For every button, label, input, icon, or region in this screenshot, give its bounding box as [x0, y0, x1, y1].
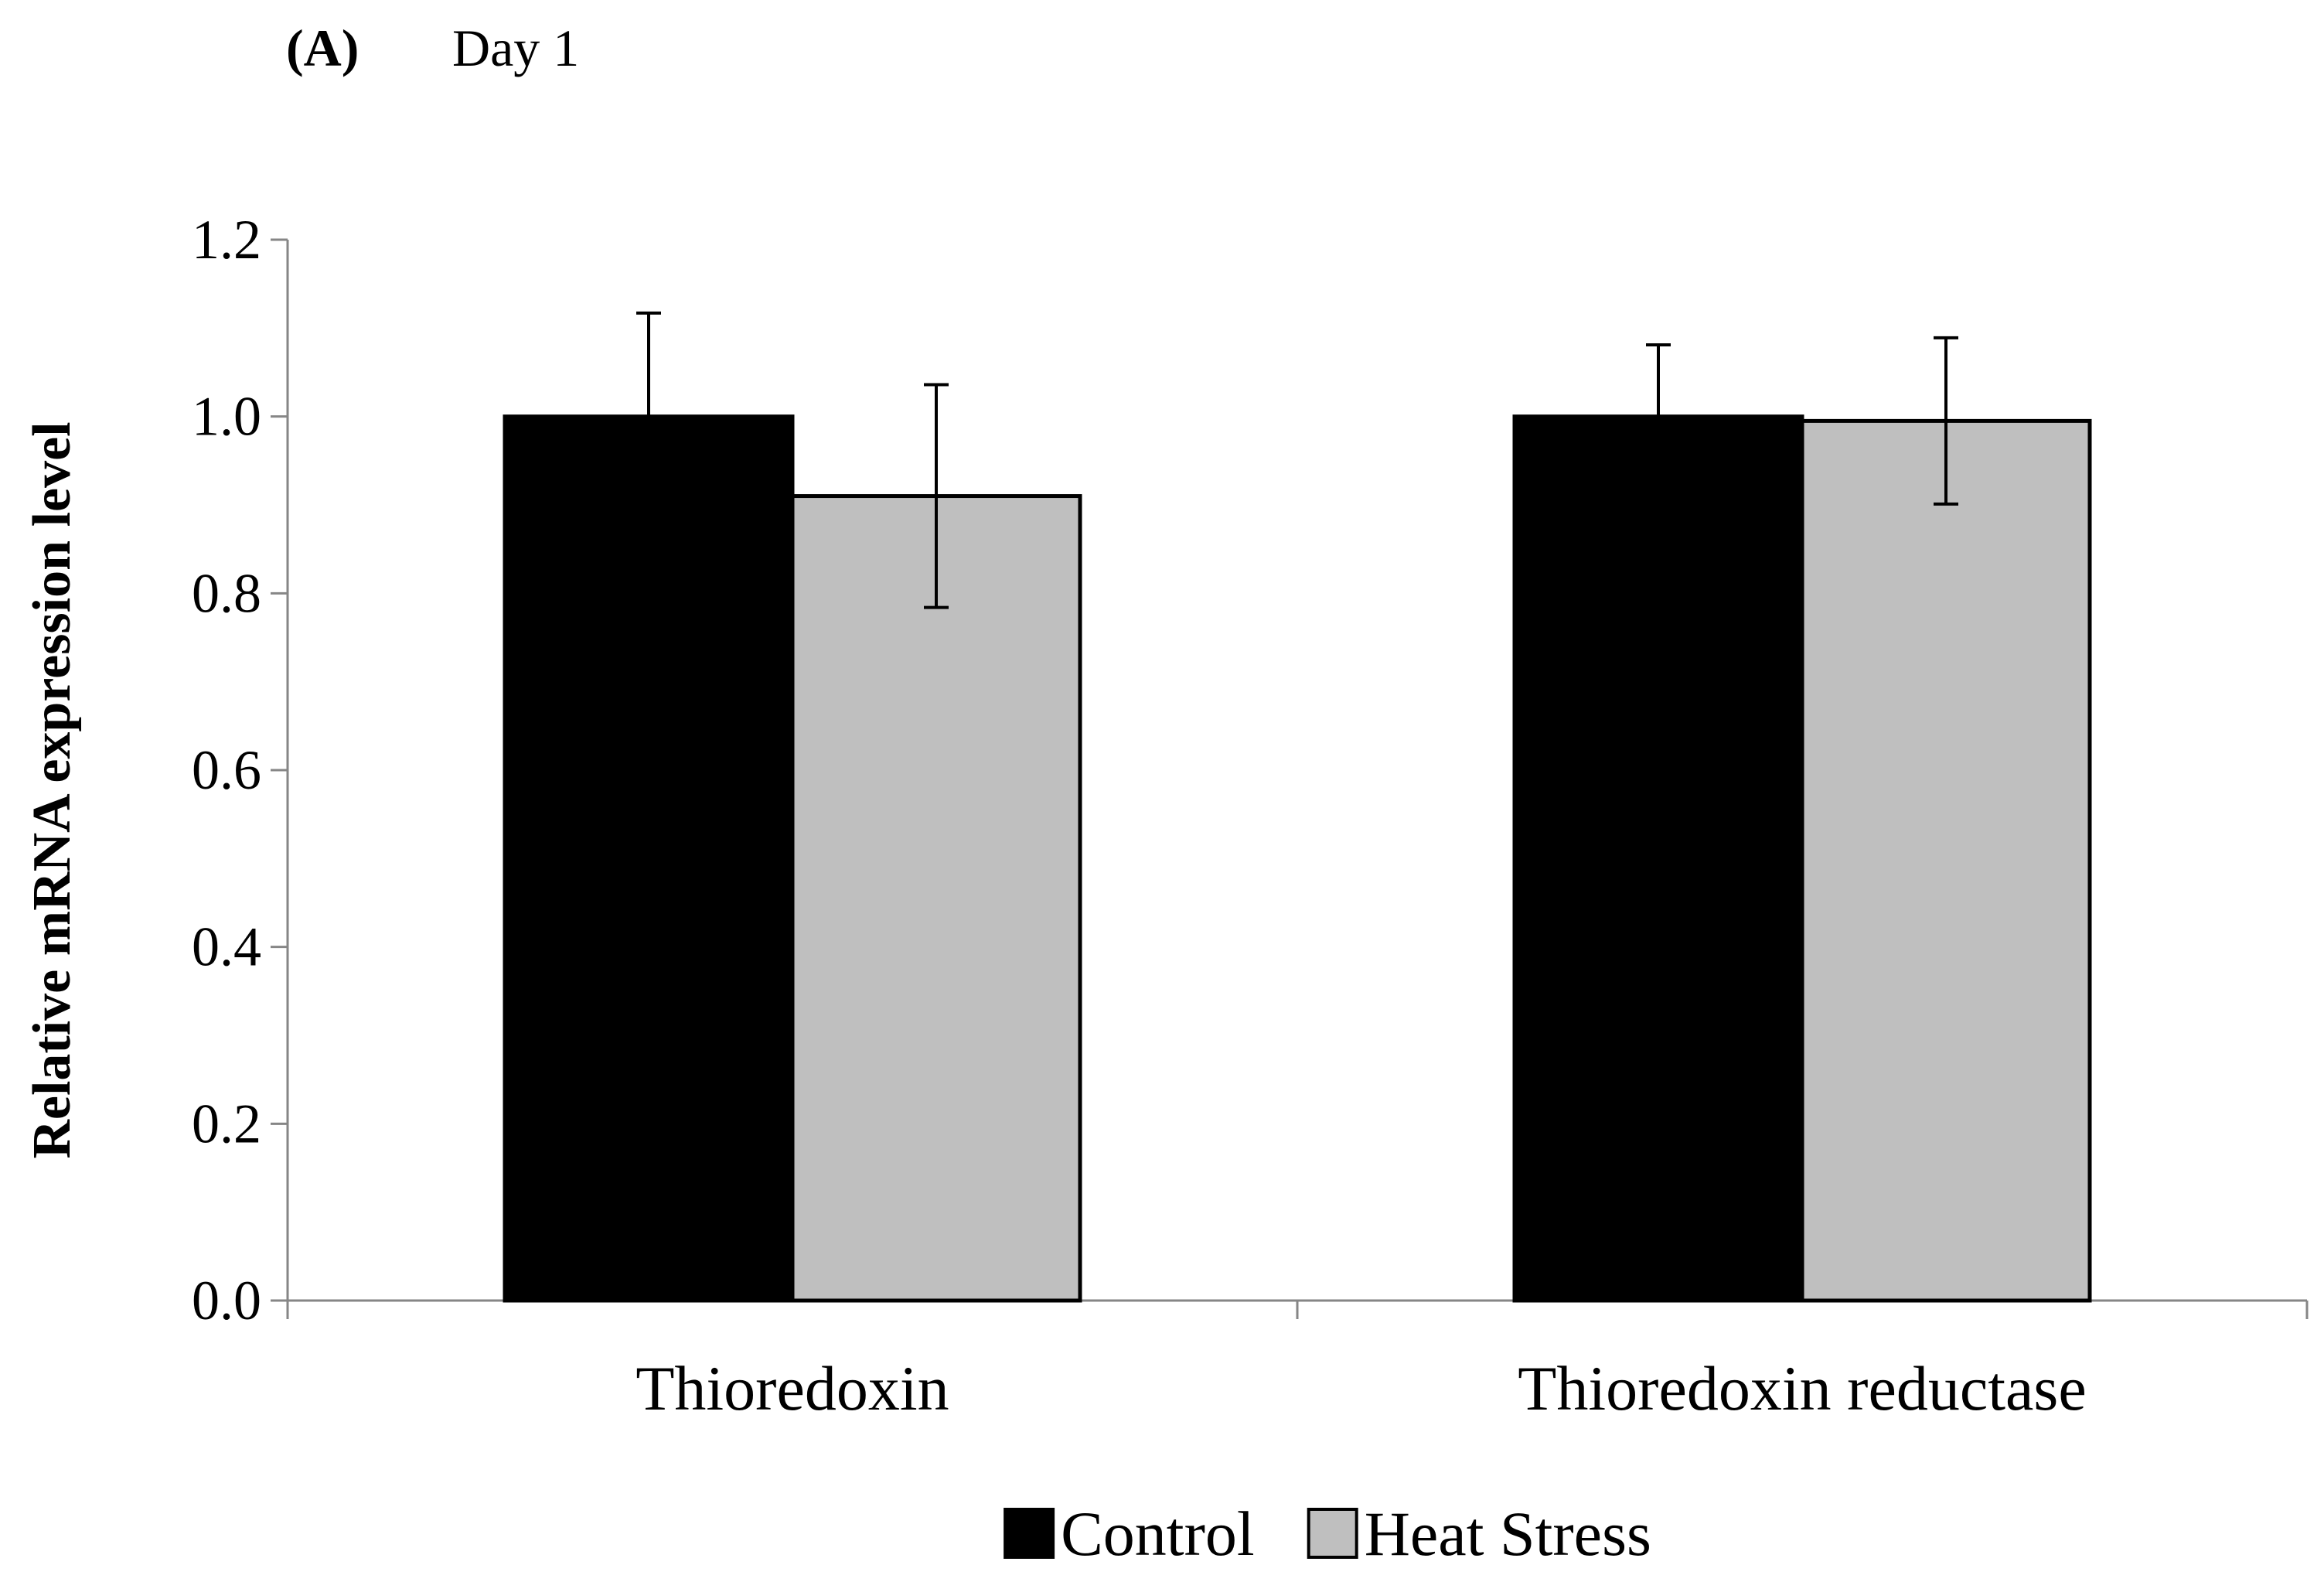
bar-heat-stress-1 — [1800, 418, 2092, 1303]
error-bar — [636, 311, 661, 522]
axes: 0.0 0.2 0.4 0.6 0.8 1.0 1.2 — [192, 209, 2309, 1331]
error-bar — [1646, 343, 1671, 490]
y-tick-label: 0.4 — [192, 916, 261, 978]
y-tick-label: 0.2 — [192, 1093, 261, 1154]
error-bar — [1934, 336, 1958, 506]
bar-control-1 — [1512, 414, 1804, 1303]
y-tick-label: 1.0 — [192, 386, 261, 448]
legend-item-control: Control — [1004, 1498, 1255, 1569]
y-tick-label: 0.6 — [192, 739, 261, 801]
legend-item-heat-stress: Heat Stress — [1307, 1498, 1651, 1569]
panel-label: (A) — [286, 19, 359, 77]
legend-swatch — [1004, 1508, 1055, 1559]
legend-swatch — [1307, 1508, 1358, 1559]
legend-label: Heat Stress — [1365, 1498, 1651, 1569]
x-tick-labels: Thioredoxin Thioredoxin reductase — [636, 1353, 2086, 1423]
bar-heat-stress-0 — [790, 494, 1082, 1303]
bars — [503, 414, 2092, 1303]
legend: Control Heat Stress — [1004, 1498, 1651, 1569]
y-tick-label: 0.0 — [192, 1270, 261, 1331]
y-axis-label: Relative mRNA expression level — [22, 421, 82, 1158]
y-tick-label: 0.8 — [192, 562, 261, 624]
bar-control-0 — [503, 414, 795, 1303]
y-tick-label: 1.2 — [192, 209, 261, 271]
legend-label: Control — [1061, 1498, 1255, 1569]
error-bars — [636, 311, 1958, 609]
chart-title: Day 1 — [452, 19, 579, 77]
x-tick-label: Thioredoxin — [636, 1353, 949, 1423]
x-tick-label: Thioredoxin reductase — [1518, 1353, 2086, 1423]
error-bar — [924, 383, 949, 609]
